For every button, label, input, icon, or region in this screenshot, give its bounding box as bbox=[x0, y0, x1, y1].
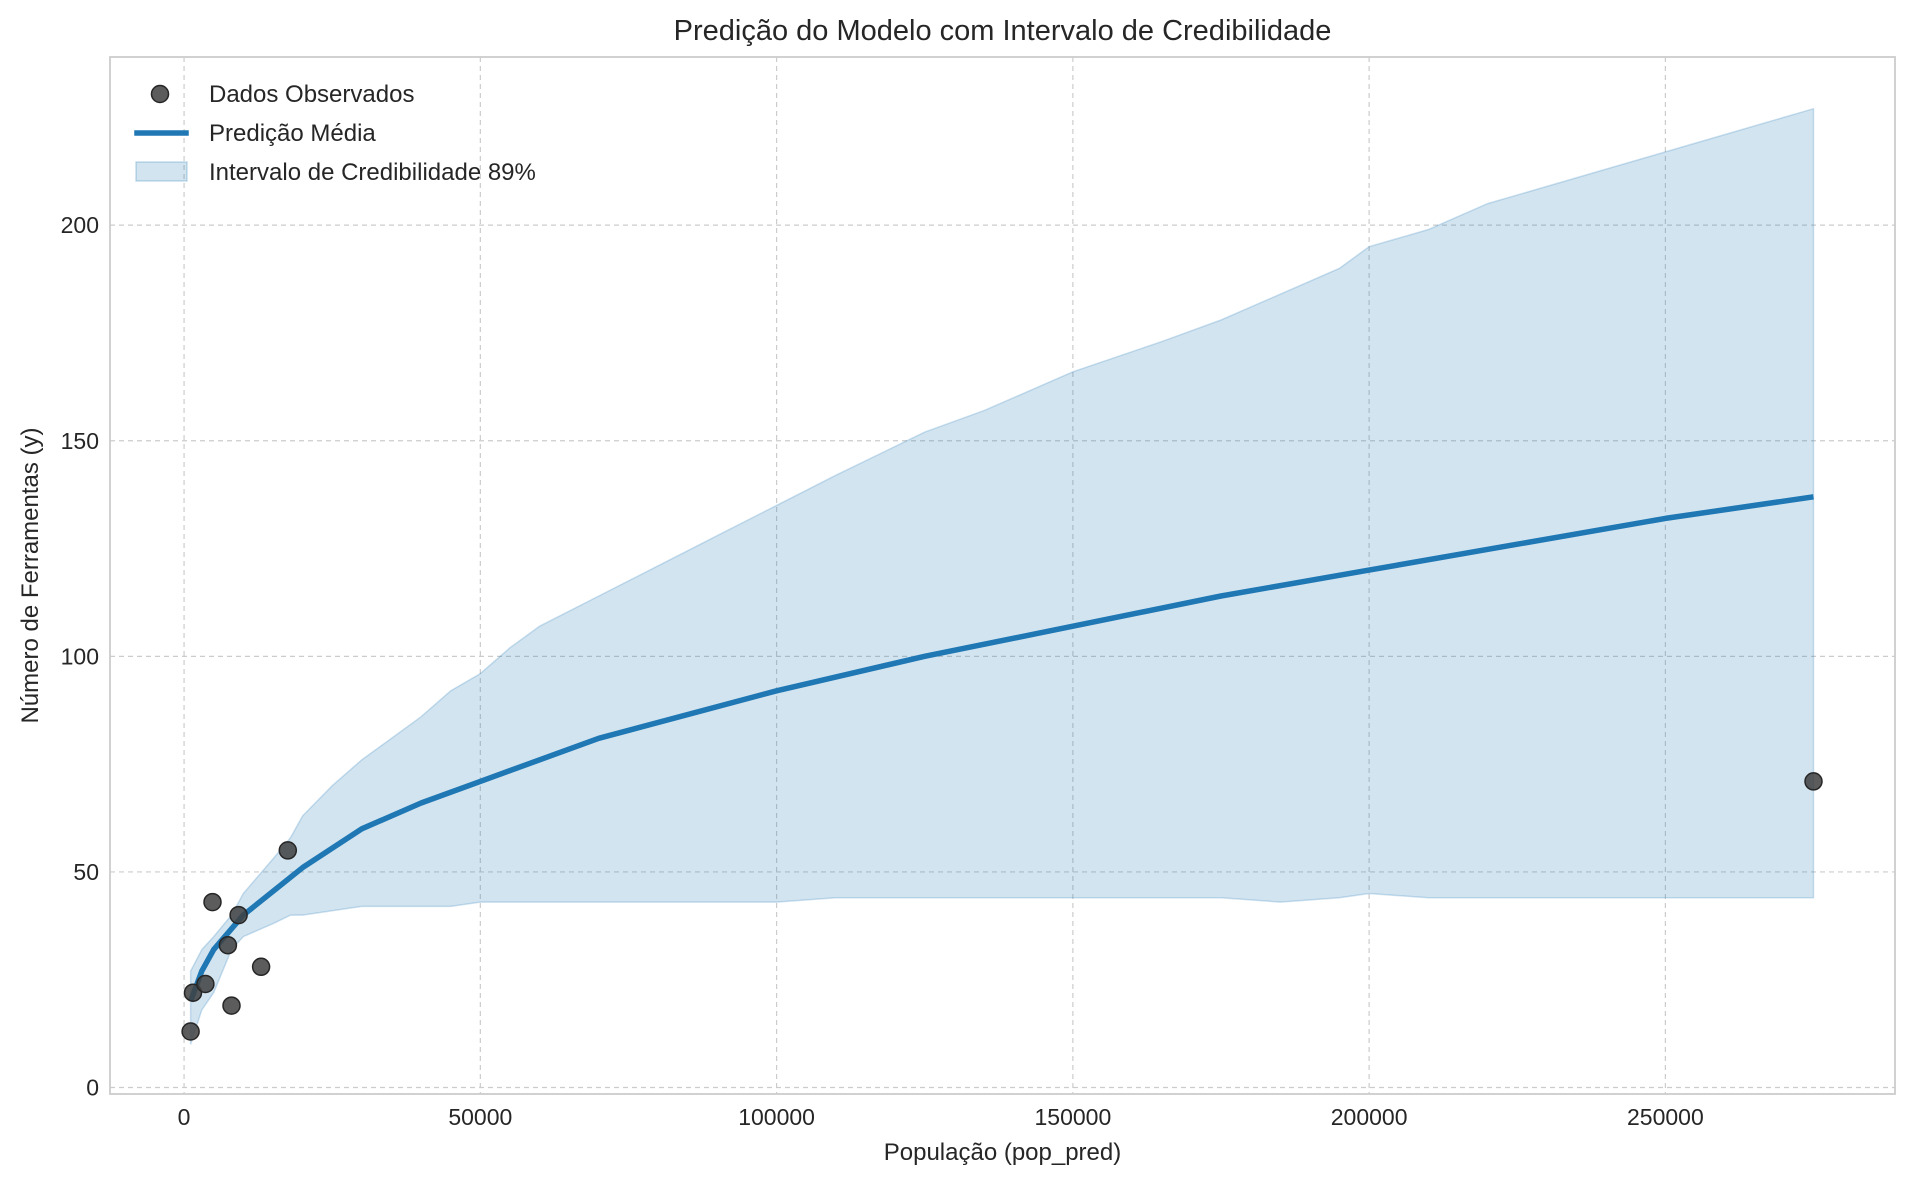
observed-point bbox=[1804, 772, 1823, 791]
observed-point bbox=[229, 905, 248, 925]
y-tick-label: 100 bbox=[61, 643, 99, 669]
x-tick-label: 0 bbox=[178, 1104, 191, 1130]
observed-point bbox=[251, 957, 271, 977]
legend-label-mean: Predição Média bbox=[209, 120, 376, 147]
observed-point bbox=[278, 841, 298, 860]
y-axis-title: Número de Ferramentas (y) bbox=[17, 427, 44, 723]
y-tick-label: 150 bbox=[61, 428, 99, 454]
x-tick-label: 200000 bbox=[1331, 1104, 1408, 1130]
y-tick-label: 50 bbox=[73, 859, 99, 885]
observed-point bbox=[183, 983, 203, 1002]
legend-label-observed: Dados Observados bbox=[209, 81, 414, 108]
legend: Dados Observados Predição Média Interval… bbox=[134, 81, 536, 186]
mean-prediction-line bbox=[188, 494, 1814, 1003]
x-tick-label: 150000 bbox=[1034, 1104, 1111, 1130]
x-axis-ticks: 0 50000 100000 150000 200000 250000 bbox=[178, 1104, 1704, 1130]
legend-marker-observed bbox=[150, 84, 170, 104]
x-tick-label: 50000 bbox=[448, 1104, 512, 1130]
x-tick-label: 250000 bbox=[1627, 1104, 1704, 1130]
chart-title: Predição do Modelo com Intervalo de Cred… bbox=[674, 15, 1332, 47]
credibility-interval-layer bbox=[189, 107, 1815, 1045]
mean-prediction-layer bbox=[188, 494, 1814, 1003]
y-tick-label: 200 bbox=[61, 212, 99, 238]
observed-point bbox=[222, 996, 241, 1015]
legend-label-interval: Intervalo de Credibilidade 89% bbox=[209, 159, 536, 186]
y-axis-ticks: 0 50 100 150 200 bbox=[61, 212, 99, 1100]
grid bbox=[110, 57, 1895, 1094]
observed-point bbox=[218, 935, 238, 955]
x-tick-label: 100000 bbox=[738, 1104, 815, 1130]
observed-points-layer bbox=[181, 772, 1823, 1041]
observed-point bbox=[181, 1022, 200, 1041]
legend-marker-interval bbox=[135, 161, 188, 182]
x-axis-title: População (pop_pred) bbox=[884, 1139, 1122, 1166]
credibility-interval-band bbox=[189, 107, 1815, 1045]
observed-point bbox=[196, 974, 215, 994]
y-tick-label: 0 bbox=[86, 1075, 99, 1101]
observed-point bbox=[203, 892, 222, 912]
plot-frame bbox=[109, 56, 1896, 1095]
